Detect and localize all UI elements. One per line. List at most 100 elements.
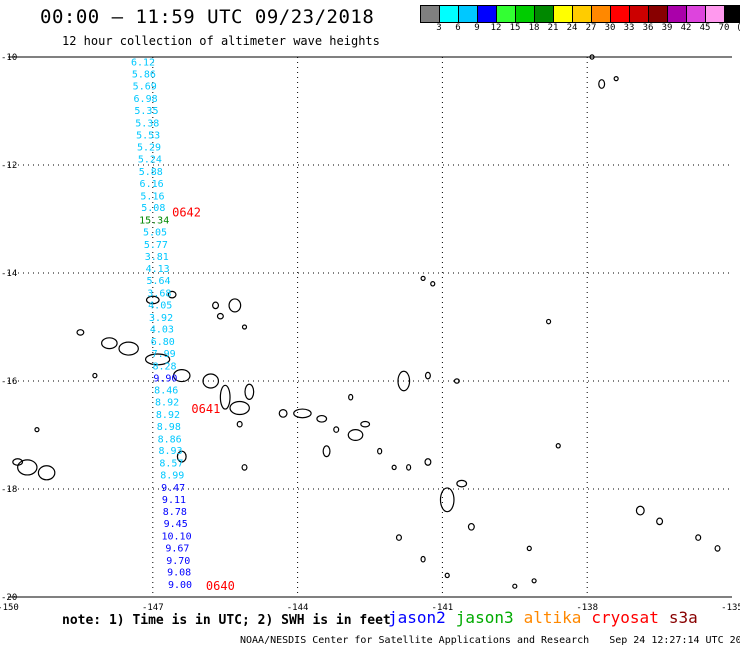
island-outline xyxy=(424,458,432,466)
island-outline xyxy=(37,465,56,481)
mission-legend: jason2 jason3 altika cryosat s3a xyxy=(388,608,708,627)
colorbar-tick-label: 70 xyxy=(718,23,730,33)
colorbar-tick-label: 30 xyxy=(604,23,616,33)
island-outline xyxy=(420,555,426,563)
island-outline xyxy=(635,505,645,516)
island-outline xyxy=(406,464,412,471)
swh-value-label: 9.00 xyxy=(168,580,192,591)
island-outline xyxy=(145,295,160,305)
colorbar-swatch xyxy=(687,6,706,22)
swh-value-label: 5.64 xyxy=(146,276,170,287)
lon-tick-label: -141 xyxy=(432,603,454,613)
island-outline xyxy=(17,459,38,476)
colorbar-swatch xyxy=(668,6,687,22)
colorbar-swatch xyxy=(573,6,592,22)
swh-value-label: 3.81 xyxy=(145,252,169,263)
swh-value-label: 5.53 xyxy=(136,130,160,141)
swh-value-label: 8.99 xyxy=(160,471,184,482)
lat-tick-label: -16 xyxy=(1,377,17,387)
map-subtitle: 12 hour collection of altimeter wave hei… xyxy=(62,34,380,48)
island-outline xyxy=(531,578,537,584)
island-outline xyxy=(397,370,411,392)
colorbar-swatch xyxy=(611,6,630,22)
island-outline xyxy=(453,378,460,384)
island-outline xyxy=(656,517,664,526)
lat-tick-label: -10 xyxy=(1,53,17,63)
island-outline xyxy=(424,371,431,380)
colorbar-tick-label: 39 xyxy=(661,23,673,33)
swh-value-label: 5.77 xyxy=(144,240,168,251)
swh-value-label: 9.45 xyxy=(164,519,188,530)
swh-value-label: 8.98 xyxy=(157,422,181,433)
swh-value-label: 5.69 xyxy=(133,82,157,93)
swh-value-label: 9.47 xyxy=(161,483,185,494)
island-outline xyxy=(216,312,224,320)
mission-legend-s3a: s3a xyxy=(668,608,698,627)
swh-value-label: 6.12 xyxy=(131,57,155,68)
swh-value-label: 5.35 xyxy=(134,106,158,117)
island-outline xyxy=(395,534,402,541)
swh-value-label: 5.24 xyxy=(138,155,162,166)
swh-value-label: 6.80 xyxy=(151,337,175,348)
lon-tick-label: -138 xyxy=(576,603,598,613)
swh-value-label: 8.86 xyxy=(158,434,182,445)
lon-tick-label: -144 xyxy=(287,603,309,613)
island-outline xyxy=(348,393,354,401)
mission-legend-altika: altika xyxy=(523,608,582,627)
swh-value-label: 10.10 xyxy=(162,532,192,543)
island-outline xyxy=(92,372,98,379)
pass-time-label: 0640 xyxy=(206,579,235,593)
island-outline xyxy=(236,420,243,428)
island-outline xyxy=(456,479,468,488)
island-outline xyxy=(212,301,220,310)
island-outline xyxy=(545,318,552,325)
swh-value-label: 9.08 xyxy=(167,568,191,579)
island-outline xyxy=(555,443,561,449)
lat-tick-label: -14 xyxy=(1,269,17,279)
island-outline xyxy=(241,324,248,330)
island-outline xyxy=(613,75,619,82)
swh-value-label: 9.67 xyxy=(165,543,189,554)
colorbar-tick-label: 18 xyxy=(528,23,540,33)
lat-tick-label: -12 xyxy=(1,161,17,171)
footer: NOAA/NESDIS Center for Satellite Applica… xyxy=(240,635,740,646)
swh-value-label: 5.86 xyxy=(132,69,156,80)
swh-value-label: 6.16 xyxy=(140,179,164,190)
mission-legend-cryosat: cryosat xyxy=(591,608,659,627)
swh-value-label: 5.05 xyxy=(143,228,167,239)
island-outline xyxy=(202,373,220,389)
island-outline xyxy=(695,534,702,541)
colorbar-swatch xyxy=(706,6,725,22)
island-outline xyxy=(322,445,331,458)
island-outline xyxy=(101,337,118,350)
swh-value-label: 6.98 xyxy=(134,94,158,105)
island-outline xyxy=(333,426,340,433)
swh-value-label: 8.93 xyxy=(158,446,182,457)
footer-credit: NOAA/NESDIS Center for Satellite Applica… xyxy=(240,635,590,646)
island-outline xyxy=(167,290,177,299)
swh-value-label: 8.57 xyxy=(159,459,183,470)
island-outline xyxy=(172,369,191,383)
swh-value-label: 9.70 xyxy=(166,556,190,567)
footer-timestamp: Sep 24 12:27:14 UTC 2018 xyxy=(609,635,740,646)
colorbar-tick-label: 3 xyxy=(436,23,442,33)
colorbar-swatch xyxy=(535,6,554,22)
swh-value-label: 15.34 xyxy=(139,216,169,227)
colorbar-swatch xyxy=(421,6,440,22)
pass-time-label: 0641 xyxy=(191,402,220,416)
colorbar-swatch xyxy=(554,6,573,22)
island-outline xyxy=(512,583,518,589)
colorbar-tick-label: 33 xyxy=(623,23,635,33)
mission-legend-jason3: jason3 xyxy=(455,608,514,627)
island-outline xyxy=(293,408,312,419)
island-outline xyxy=(444,572,450,579)
island-outline xyxy=(241,464,248,471)
swh-value-label: 3.92 xyxy=(149,313,173,324)
island-outline xyxy=(278,409,288,418)
swh-colorbar xyxy=(420,5,740,23)
swh-value-label: 8.92 xyxy=(155,398,179,409)
colorbar-tick-label: (ft) xyxy=(736,23,740,33)
